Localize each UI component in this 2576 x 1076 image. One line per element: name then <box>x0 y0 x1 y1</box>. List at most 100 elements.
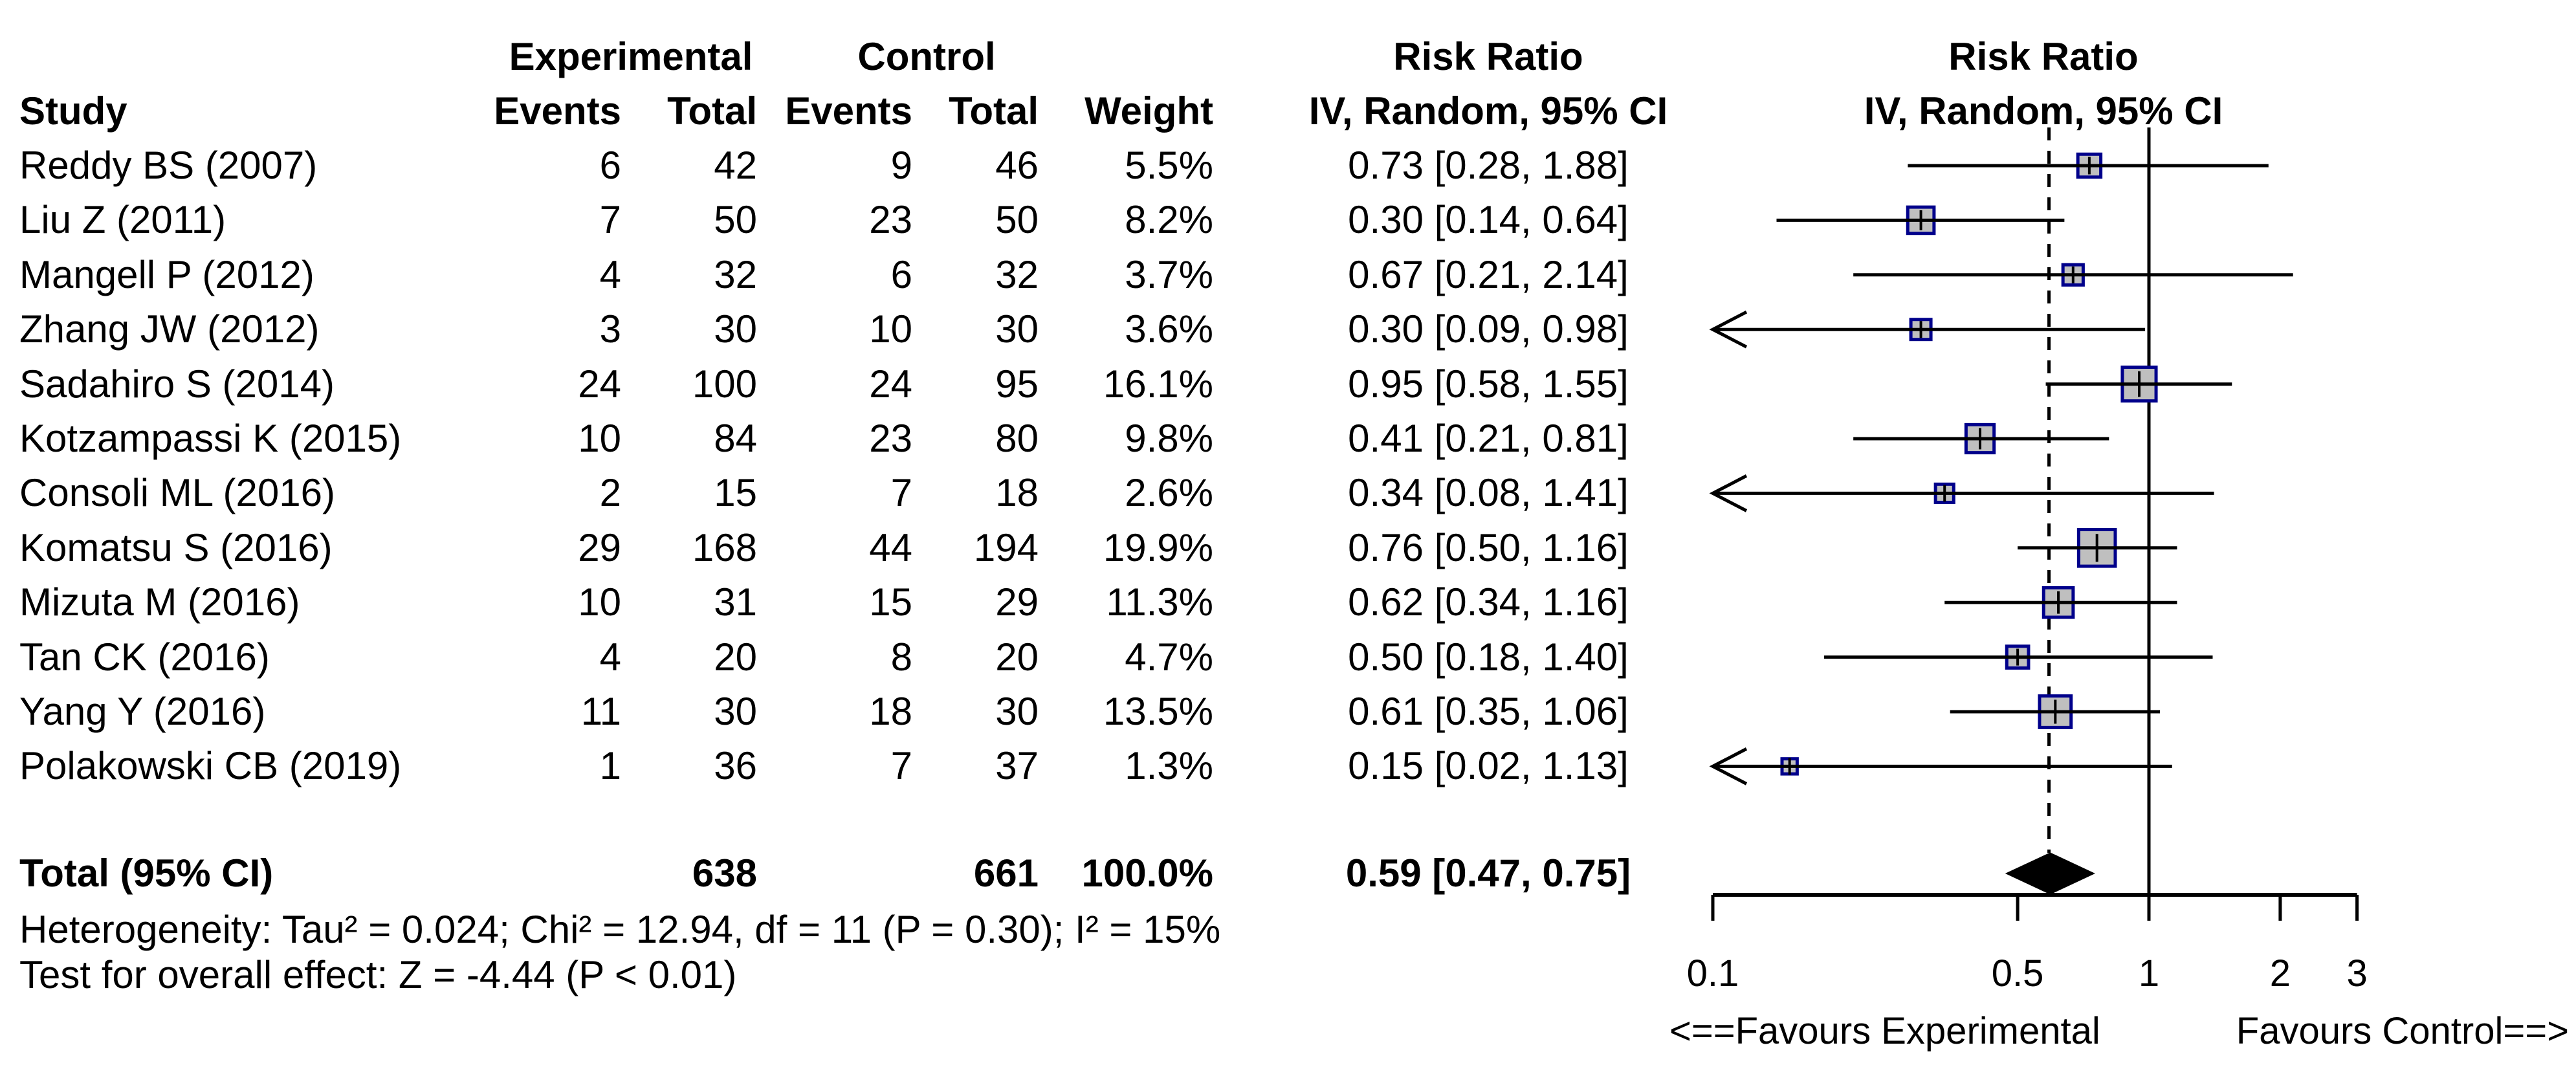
rr-ci-text: 0.61 [0.35, 1.06] <box>1348 690 1629 733</box>
events-exp-value: 10 <box>578 417 621 460</box>
total-exp-value: 100 <box>692 362 757 406</box>
risk-ratio-plot-header: Risk Ratio <box>1948 35 2139 78</box>
weight-value: 19.9% <box>1103 526 1213 569</box>
study-name: Zhang JW (2012) <box>19 307 320 351</box>
events-ctl-value: 44 <box>869 526 912 569</box>
events-exp-value: 3 <box>599 307 621 351</box>
rr-ci-text: 0.34 [0.08, 1.41] <box>1348 471 1629 514</box>
study-name: Yang Y (2016) <box>19 690 266 733</box>
events-exp-value: 2 <box>599 471 621 514</box>
rr-ci-text: 0.30 [0.14, 0.64] <box>1348 198 1629 241</box>
overall-effect-test: Test for overall effect: Z = -4.44 (P < … <box>19 953 737 996</box>
total-exp-value: 50 <box>714 198 757 241</box>
events-exp-value: 29 <box>578 526 621 569</box>
study-name: Sadahiro S (2014) <box>19 362 335 406</box>
events-exp-value: 1 <box>599 744 621 787</box>
total-ctl-value: 18 <box>995 471 1039 514</box>
study-column-header: Study <box>19 89 127 133</box>
weight-value: 2.6% <box>1125 471 1213 514</box>
rr-ci-text: 0.73 [0.28, 1.88] <box>1348 144 1629 187</box>
study-name: Kotzampassi K (2015) <box>19 417 402 460</box>
favours-labels: <==Favours Experimental Favours Control=… <box>1669 1004 2569 1058</box>
total-ctl-value: 20 <box>995 635 1039 679</box>
events-exp-value: 10 <box>578 580 621 624</box>
total-weight: 100.0% <box>1081 851 1214 895</box>
total-exp-value: 32 <box>714 253 757 296</box>
axis-tick-label: 3 <box>2346 952 2368 994</box>
weight-column-header: Weight <box>1084 89 1213 133</box>
rr-ci-text: 0.30 [0.09, 0.98] <box>1348 307 1629 351</box>
total-ctl-value: 80 <box>995 417 1039 460</box>
total-ctl-value: 661 <box>973 851 1039 895</box>
total-exp-value: 30 <box>714 307 757 351</box>
favours-experimental-label: <==Favours Experimental <box>1669 1009 2100 1052</box>
axis-tick-label: 0.1 <box>1686 952 1739 994</box>
events-exp-value: 4 <box>599 635 621 679</box>
events-ctl-value: 9 <box>890 144 912 187</box>
weight-value: 13.5% <box>1103 690 1213 733</box>
pooled-diamond <box>2005 852 2095 895</box>
total-ctl-value: 29 <box>995 580 1039 624</box>
total-exp-value: 42 <box>714 144 757 187</box>
total-ctl-value: 30 <box>995 690 1039 733</box>
axis-tick-label: 1 <box>2138 952 2160 994</box>
total-ctl-value: 46 <box>995 144 1039 187</box>
events-ctl-value: 23 <box>869 417 912 460</box>
total-exp-value: 15 <box>714 471 757 514</box>
weight-value: 5.5% <box>1125 144 1213 187</box>
total-ctl-column-header: Total <box>949 89 1039 133</box>
study-name: Liu Z (2011) <box>19 198 226 241</box>
rr-ci-text: 0.67 [0.21, 2.14] <box>1348 253 1629 296</box>
total-exp-value: 31 <box>714 580 757 624</box>
total-ctl-value: 95 <box>995 362 1039 406</box>
risk-ratio-text-header: Risk Ratio <box>1393 35 1583 78</box>
weight-value: 4.7% <box>1125 635 1213 679</box>
weight-value: 9.8% <box>1125 417 1213 460</box>
weight-value: 3.7% <box>1125 253 1213 296</box>
total-exp-value: 638 <box>692 851 757 895</box>
method-ci-plot-header: IV, Random, 95% CI <box>1864 89 2223 133</box>
events-ctl-value: 18 <box>869 690 912 733</box>
weight-value: 3.6% <box>1125 307 1213 351</box>
events-ctl-value: 7 <box>890 744 912 787</box>
left-clip-arrow-icon <box>1709 474 1748 512</box>
study-name: Tan CK (2016) <box>19 635 270 679</box>
events-exp-column-header: Events <box>494 89 621 133</box>
study-name: Mangell P (2012) <box>19 253 314 296</box>
total-ctl-value: 32 <box>995 253 1039 296</box>
axis-tick-label: 0.5 <box>1991 952 2044 994</box>
rr-ci-text: 0.50 [0.18, 1.40] <box>1348 635 1629 679</box>
events-ctl-value: 23 <box>869 198 912 241</box>
left-clip-arrow-icon <box>1709 747 1748 785</box>
study-name: Komatsu S (2016) <box>19 526 333 569</box>
favours-control-label: Favours Control==> <box>2236 1009 2569 1052</box>
method-ci-text-header: IV, Random, 95% CI <box>1308 89 1668 133</box>
events-exp-value: 4 <box>599 253 621 296</box>
total-exp-value: 84 <box>714 417 757 460</box>
study-name: Reddy BS (2007) <box>19 144 318 187</box>
weight-value: 8.2% <box>1125 198 1213 241</box>
study-name: Polakowski CB (2019) <box>19 744 402 787</box>
events-ctl-value: 15 <box>869 580 912 624</box>
total-exp-column-header: Total <box>667 89 757 133</box>
experimental-group-header: Experimental <box>509 35 753 78</box>
weight-value: 16.1% <box>1103 362 1213 406</box>
total-exp-value: 168 <box>692 526 757 569</box>
heterogeneity-stats: Heterogeneity: Tau² = 0.024; Chi² = 12.9… <box>19 908 1221 951</box>
events-ctl-value: 24 <box>869 362 912 406</box>
total-ctl-value: 37 <box>995 744 1039 787</box>
events-exp-value: 7 <box>599 198 621 241</box>
events-ctl-column-header: Events <box>785 89 912 133</box>
axis-tick-label: 2 <box>2269 952 2291 994</box>
total-exp-value: 36 <box>714 744 757 787</box>
study-name: Mizuta M (2016) <box>19 580 300 624</box>
study-name: Consoli ML (2016) <box>19 471 335 514</box>
rr-ci-text: 0.76 [0.50, 1.16] <box>1348 526 1629 569</box>
rr-ci-text: 0.15 [0.02, 1.13] <box>1348 744 1629 787</box>
events-exp-value: 6 <box>599 144 621 187</box>
weight-value: 11.3% <box>1106 580 1213 624</box>
events-ctl-value: 6 <box>890 253 912 296</box>
total-rr-ci-text: 0.59 [0.47, 0.75] <box>1345 851 1631 895</box>
